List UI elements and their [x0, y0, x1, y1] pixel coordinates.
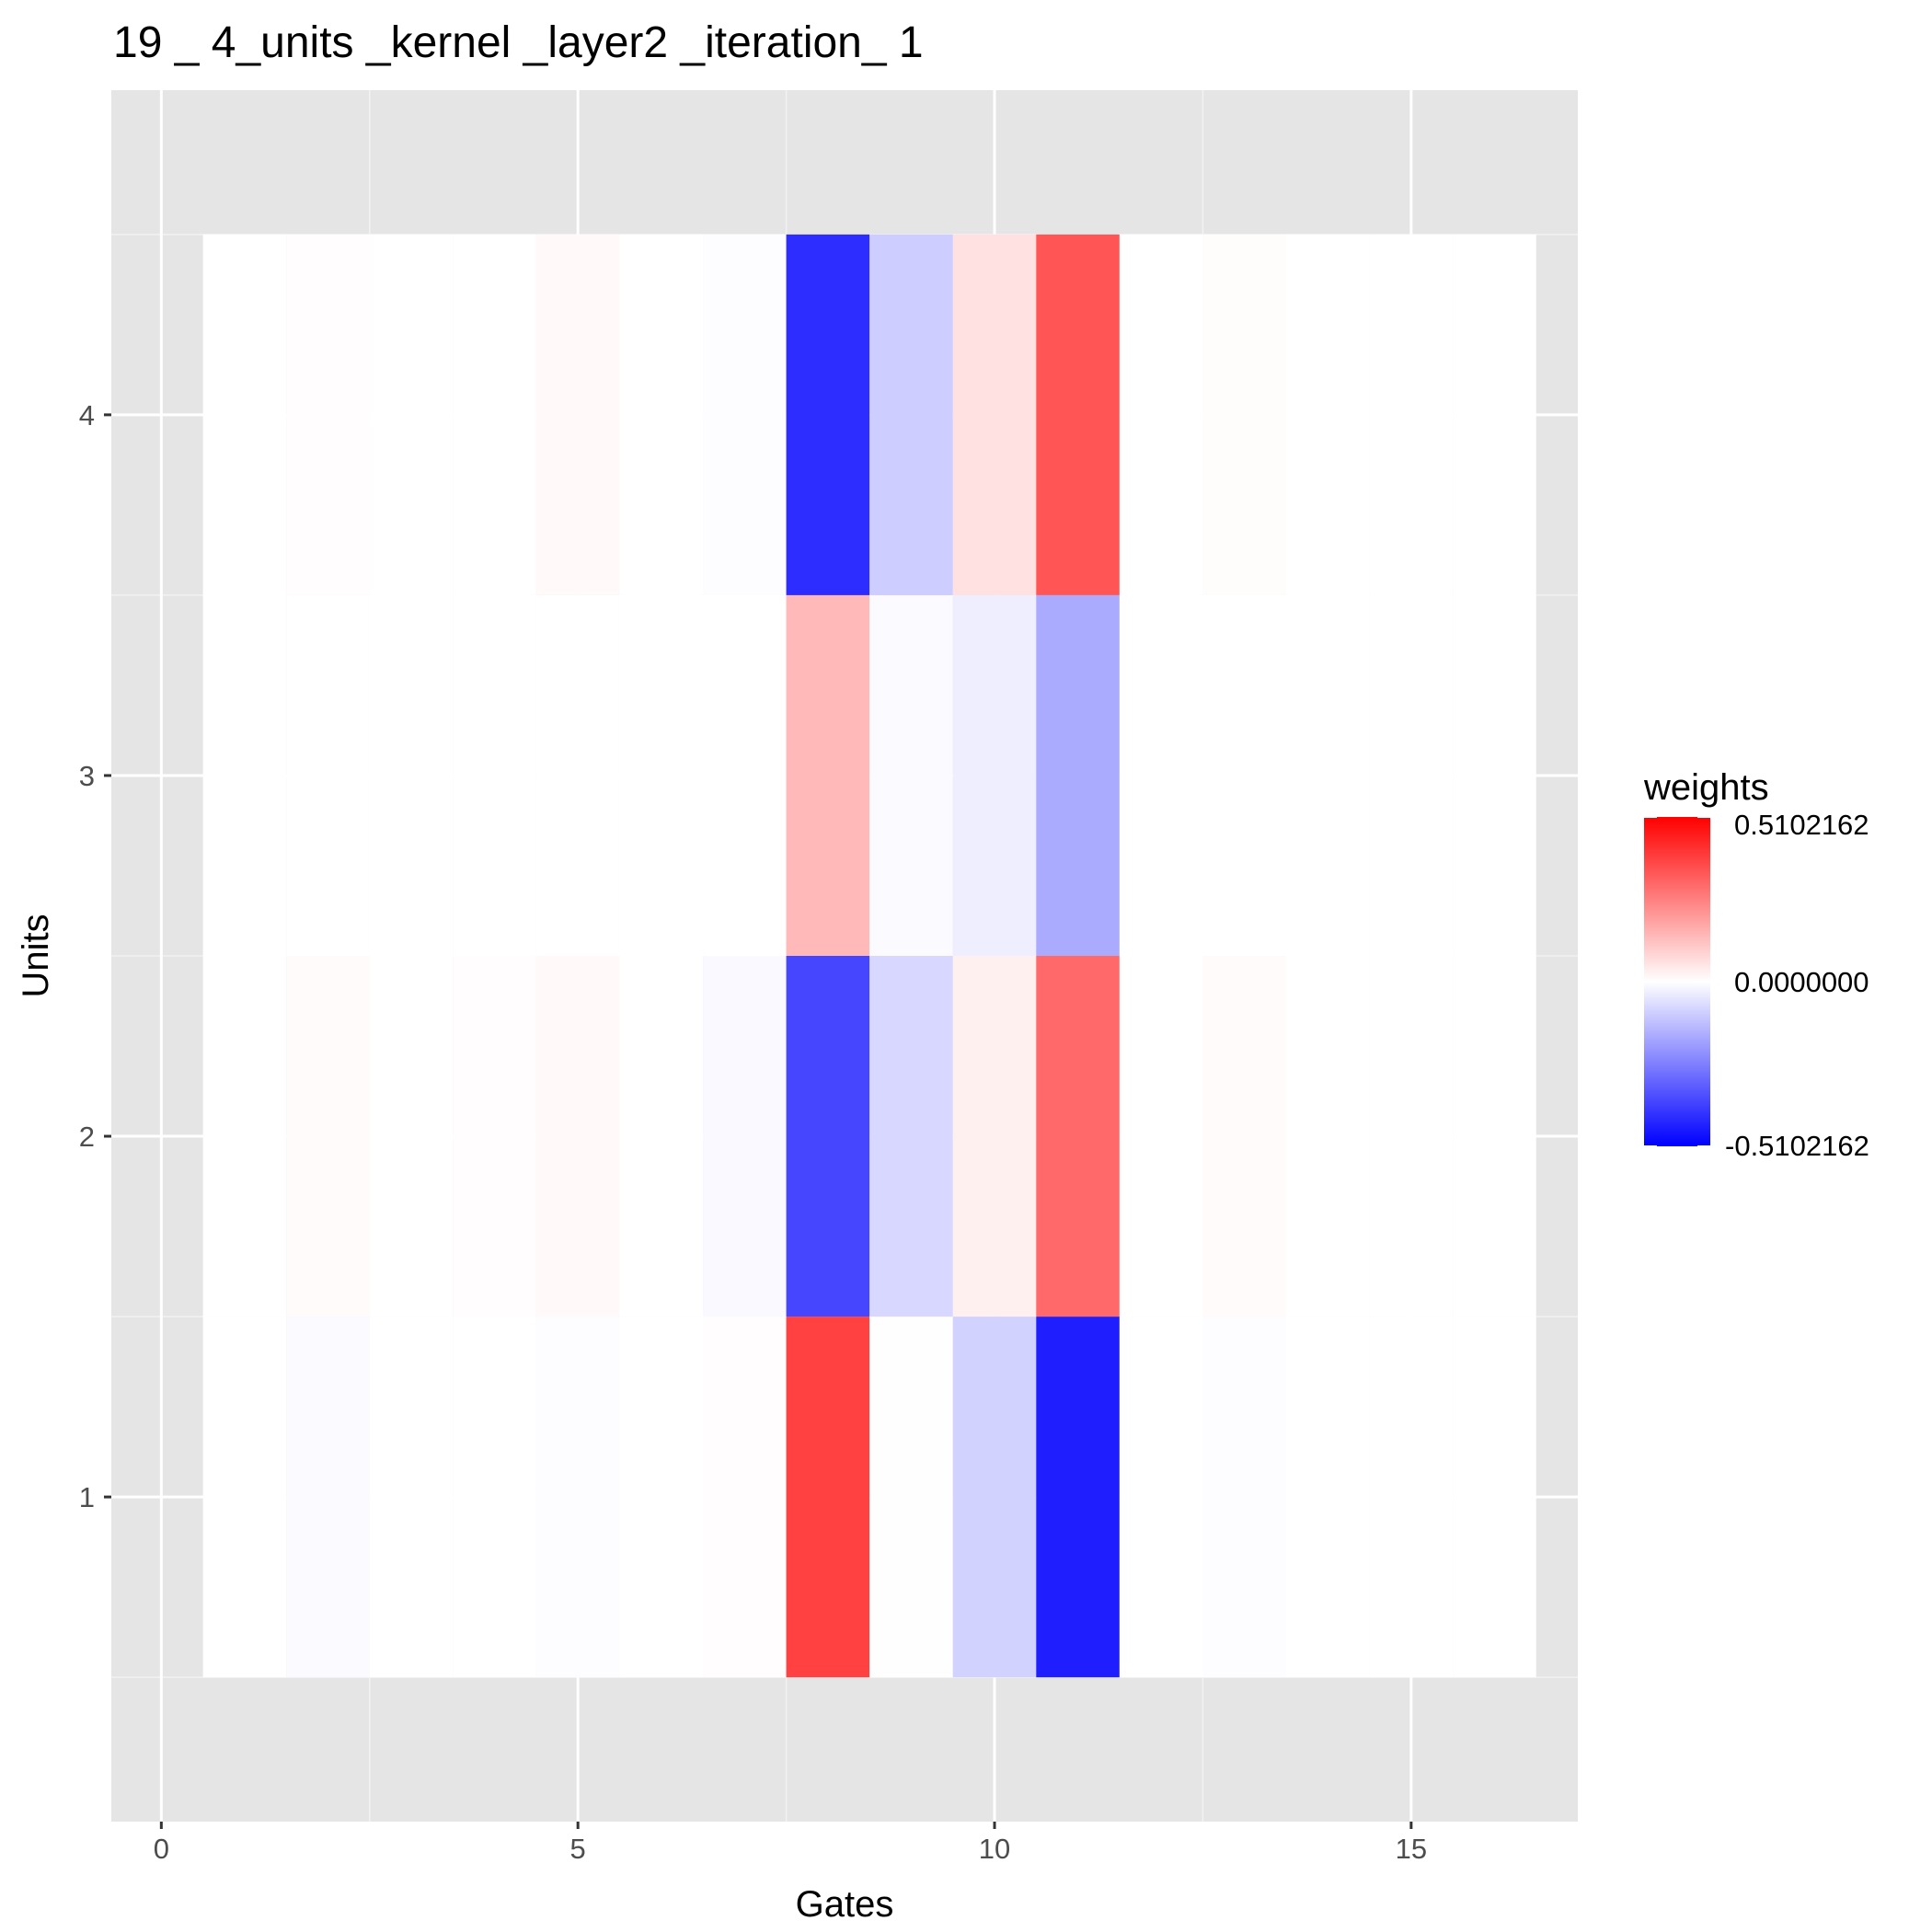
heatmap-tile [952, 234, 1037, 595]
heatmap-tile [786, 234, 870, 595]
heatmap-tile [286, 1317, 370, 1678]
heatmap-tile [1286, 956, 1370, 1317]
heatmap-tile [869, 234, 953, 595]
heatmap-tile [286, 234, 370, 595]
heatmap-tile [1119, 956, 1203, 1317]
heatmap-tile [703, 234, 787, 595]
heatmap-tile [1453, 1317, 1536, 1678]
heatmap-tile [1119, 1317, 1203, 1678]
heatmap-tile [286, 594, 370, 956]
heatmap-tile [1369, 594, 1454, 956]
heatmap-tile [952, 956, 1037, 1317]
heatmap-tile [369, 234, 454, 595]
heatmap-tile [453, 956, 536, 1317]
heatmap-tile [1202, 956, 1287, 1317]
heatmap-tile [1286, 234, 1370, 595]
heatmap-tile [869, 956, 953, 1317]
heatmap-tile [703, 1317, 787, 1678]
legend-title: weights [1643, 767, 1769, 808]
heatmap-tile [619, 956, 704, 1317]
legend-mid-label: 0.0000000 [1734, 966, 1869, 998]
x-tick-label: 5 [570, 1833, 586, 1865]
heatmap-tile [369, 956, 454, 1317]
heatmap-tile [952, 594, 1037, 956]
heatmap-tile [1036, 234, 1120, 595]
legend-max-label: 0.5102162 [1734, 809, 1869, 841]
x-tick-label: 10 [979, 1833, 1010, 1865]
heatmap-tile [619, 234, 704, 595]
heatmap-tile [286, 956, 370, 1317]
heatmap-tile [786, 594, 870, 956]
heatmap-tile [1036, 1317, 1120, 1678]
heatmap-tile [703, 594, 787, 956]
heatmap-tile [1453, 594, 1536, 956]
x-tick-label: 15 [1396, 1833, 1427, 1865]
x-tick-label: 0 [154, 1833, 169, 1865]
heatmap-tile [369, 594, 454, 956]
y-tick-label: 3 [79, 760, 95, 792]
heatmap-tile [869, 1317, 953, 1678]
heatmap-tile [202, 234, 287, 595]
heatmap-tile [1286, 594, 1370, 956]
heatmap-tile [703, 956, 787, 1317]
legend-min-label: -0.5102162 [1725, 1130, 1869, 1162]
heatmap-tile [619, 594, 704, 956]
chart-title: 19 _ 4_units _kernel _layer2 _iteration_… [113, 18, 924, 67]
heatmap-tile [1453, 956, 1536, 1317]
heatmap-tile [202, 594, 287, 956]
heatmap-tile [535, 234, 620, 595]
heatmap-tile [1036, 594, 1120, 956]
heatmap-tile [453, 594, 536, 956]
y-tick-label: 2 [79, 1121, 95, 1153]
heatmap-tile [1036, 956, 1120, 1317]
heatmap-tile [453, 1317, 536, 1678]
heatmap-tile [202, 956, 287, 1317]
y-axis-title: Units [16, 914, 56, 997]
heatmap-tile [1119, 234, 1203, 595]
heatmap-tile [535, 594, 620, 956]
heatmap-tiles [202, 234, 1536, 1678]
legend-ticks [1644, 816, 1710, 1147]
heatmap-tile [1202, 594, 1287, 956]
heatmap-tile [869, 594, 953, 956]
y-tick-label: 1 [79, 1481, 95, 1513]
heatmap-tile [1202, 1317, 1287, 1678]
x-axis: 0 5 10 15 [154, 1822, 1427, 1865]
heatmap-tile [952, 1317, 1037, 1678]
heatmap-tile [1369, 234, 1454, 595]
y-tick-label: 4 [79, 399, 95, 431]
x-axis-title: Gates [796, 1884, 894, 1925]
heatmap-tile [202, 1317, 287, 1678]
heatmap-tile [535, 1317, 620, 1678]
heatmap-tile [1369, 956, 1454, 1317]
heatmap-tile [786, 1317, 870, 1678]
heatmap-tile [1286, 1317, 1370, 1678]
heatmap-tile [453, 234, 536, 595]
heatmap-tile [1202, 234, 1287, 595]
heatmap-tile [1119, 594, 1203, 956]
heatmap-tile [535, 956, 620, 1317]
heatmap-tile [619, 1317, 704, 1678]
heatmap-tile [1369, 1317, 1454, 1678]
heatmap-tile [369, 1317, 454, 1678]
heatmap-tile [786, 956, 870, 1317]
y-axis: 1 2 3 4 [79, 399, 111, 1513]
legend: weights 0.5102162 0.0000000 -0.5102162 [1643, 767, 1869, 1162]
heatmap-tile [1453, 234, 1536, 595]
